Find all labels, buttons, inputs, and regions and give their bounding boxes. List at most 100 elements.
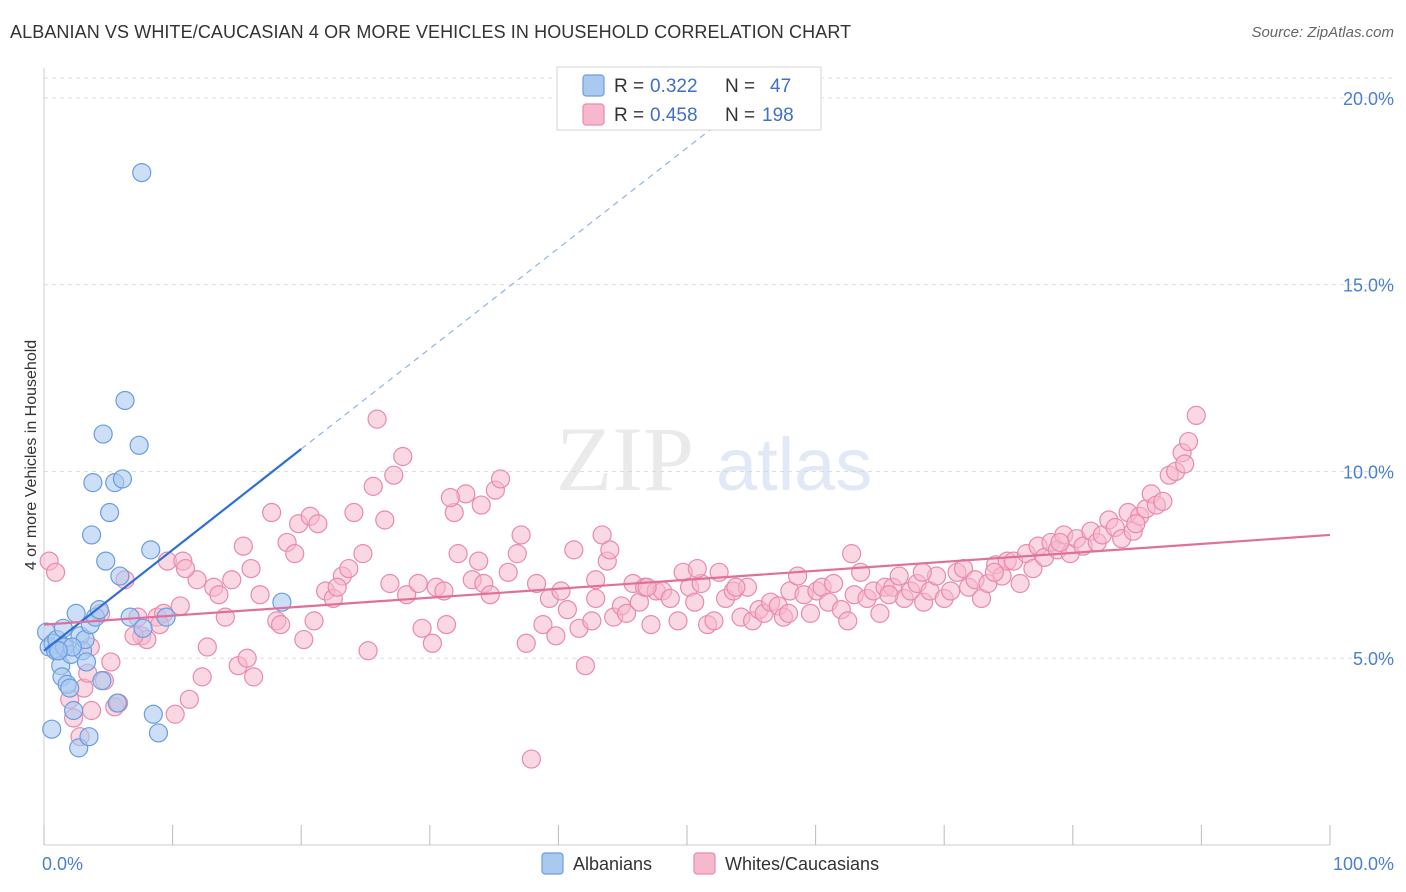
whites-point: [1023, 558, 1043, 579]
legend-swatch-albanians: [582, 74, 605, 97]
albanians-point: [141, 540, 161, 560]
whites-point: [490, 469, 511, 489]
axes: [43, 68, 1331, 846]
whites-point: [521, 749, 541, 769]
whites-point: [616, 603, 637, 623]
legend-swatch-whites: [582, 103, 605, 126]
albanians-point: [143, 704, 163, 724]
albanians-points: [36, 162, 292, 758]
whites-point: [308, 514, 328, 534]
whites-point: [526, 573, 547, 594]
whites-point: [842, 544, 862, 564]
whites-point: [546, 626, 566, 646]
y-tick-label: 10.0%: [1343, 462, 1394, 482]
watermark: ZIP atlas: [556, 408, 872, 510]
whites-point: [179, 689, 199, 709]
whites-point: [353, 544, 373, 564]
chart-title: ALBANIAN VS WHITE/CAUCASIAN 4 OR MORE VE…: [10, 22, 852, 42]
y-tick-label: 20.0%: [1343, 89, 1394, 109]
whites-point: [81, 700, 102, 721]
whites-point: [197, 637, 217, 657]
whites-point: [367, 409, 387, 429]
albanians-trend-extension: [300, 127, 714, 450]
albanians-point: [93, 424, 113, 444]
whites-point: [440, 487, 460, 508]
whites-point: [244, 667, 264, 687]
whites-point: [600, 540, 620, 560]
whites-point: [285, 544, 305, 564]
whites-point: [564, 540, 584, 560]
whites-point: [327, 577, 347, 597]
legend-r-value-whites: 0.458: [650, 105, 698, 126]
y-tick-label: 15.0%: [1343, 276, 1394, 296]
whites-point: [511, 525, 531, 545]
stats-legend: R = 0.322 N = 47 R = 0.458 N = 198: [556, 66, 822, 131]
whites-point: [304, 611, 324, 631]
whites-point: [668, 611, 688, 631]
whites-point: [222, 570, 242, 590]
albanians-point: [133, 618, 153, 638]
y-tick-label: 5.0%: [1353, 649, 1394, 669]
albanians-point: [115, 390, 135, 411]
whites-point: [412, 618, 432, 638]
whites-point: [507, 544, 527, 564]
whites-point: [339, 558, 359, 579]
whites-point: [448, 544, 468, 564]
whites-point: [271, 615, 291, 635]
whites-point: [870, 603, 890, 623]
whites-point: [344, 502, 364, 523]
whites-point: [233, 536, 253, 556]
legend-r-label-albanians: R =: [614, 76, 644, 97]
whites-point: [912, 562, 932, 582]
whites-point: [824, 573, 844, 594]
whites-point: [358, 641, 378, 661]
whites-point: [516, 633, 536, 653]
whites-point: [408, 573, 428, 594]
whites-trend-line: [43, 533, 1331, 626]
whites-point: [1178, 431, 1199, 452]
whites-point: [209, 585, 229, 605]
albanians-point: [42, 719, 62, 739]
whites-point: [586, 588, 606, 609]
whites-point: [262, 502, 282, 523]
bottom-legend-label-albanians: Albanians: [573, 854, 652, 874]
whites-point: [889, 566, 909, 586]
whites-point: [384, 465, 404, 485]
albanians-point: [132, 162, 152, 183]
whites-points: [39, 405, 1206, 769]
whites-point: [101, 652, 121, 672]
bottom-legend-swatch-whites: [693, 852, 716, 875]
whites-point: [241, 558, 261, 579]
whites-point: [436, 615, 457, 635]
whites-point: [1010, 573, 1030, 594]
whites-point: [237, 648, 257, 668]
whites-point: [641, 615, 661, 635]
whites-point: [533, 615, 553, 635]
whites-point: [851, 562, 871, 582]
whites-point: [294, 629, 314, 650]
whites-point: [941, 581, 961, 601]
whites-point: [687, 558, 707, 579]
whites-point: [1126, 514, 1146, 534]
albanians-point: [96, 551, 116, 571]
bottom-legend-swatch-albanians: [541, 852, 564, 875]
whites-point: [422, 633, 442, 653]
source-label: Source: ZipAtlas.com: [1251, 24, 1394, 41]
whites-point: [726, 577, 746, 597]
whites-point: [187, 570, 207, 590]
whites-point: [471, 495, 491, 515]
whites-point: [637, 577, 657, 597]
whites-point: [660, 588, 680, 609]
albanians-point: [107, 693, 127, 713]
watermark-zip: ZIP: [556, 408, 694, 510]
whites-point: [582, 611, 602, 631]
whites-point: [393, 446, 413, 467]
x-tick-label-max: 100.0%: [1333, 854, 1394, 874]
albanians-point: [79, 727, 99, 747]
whites-point: [551, 581, 571, 601]
whites-point: [592, 525, 612, 545]
legend-n-value-whites: 198: [762, 105, 794, 126]
trend-lines: [43, 127, 1331, 652]
albanians-point: [76, 652, 97, 672]
